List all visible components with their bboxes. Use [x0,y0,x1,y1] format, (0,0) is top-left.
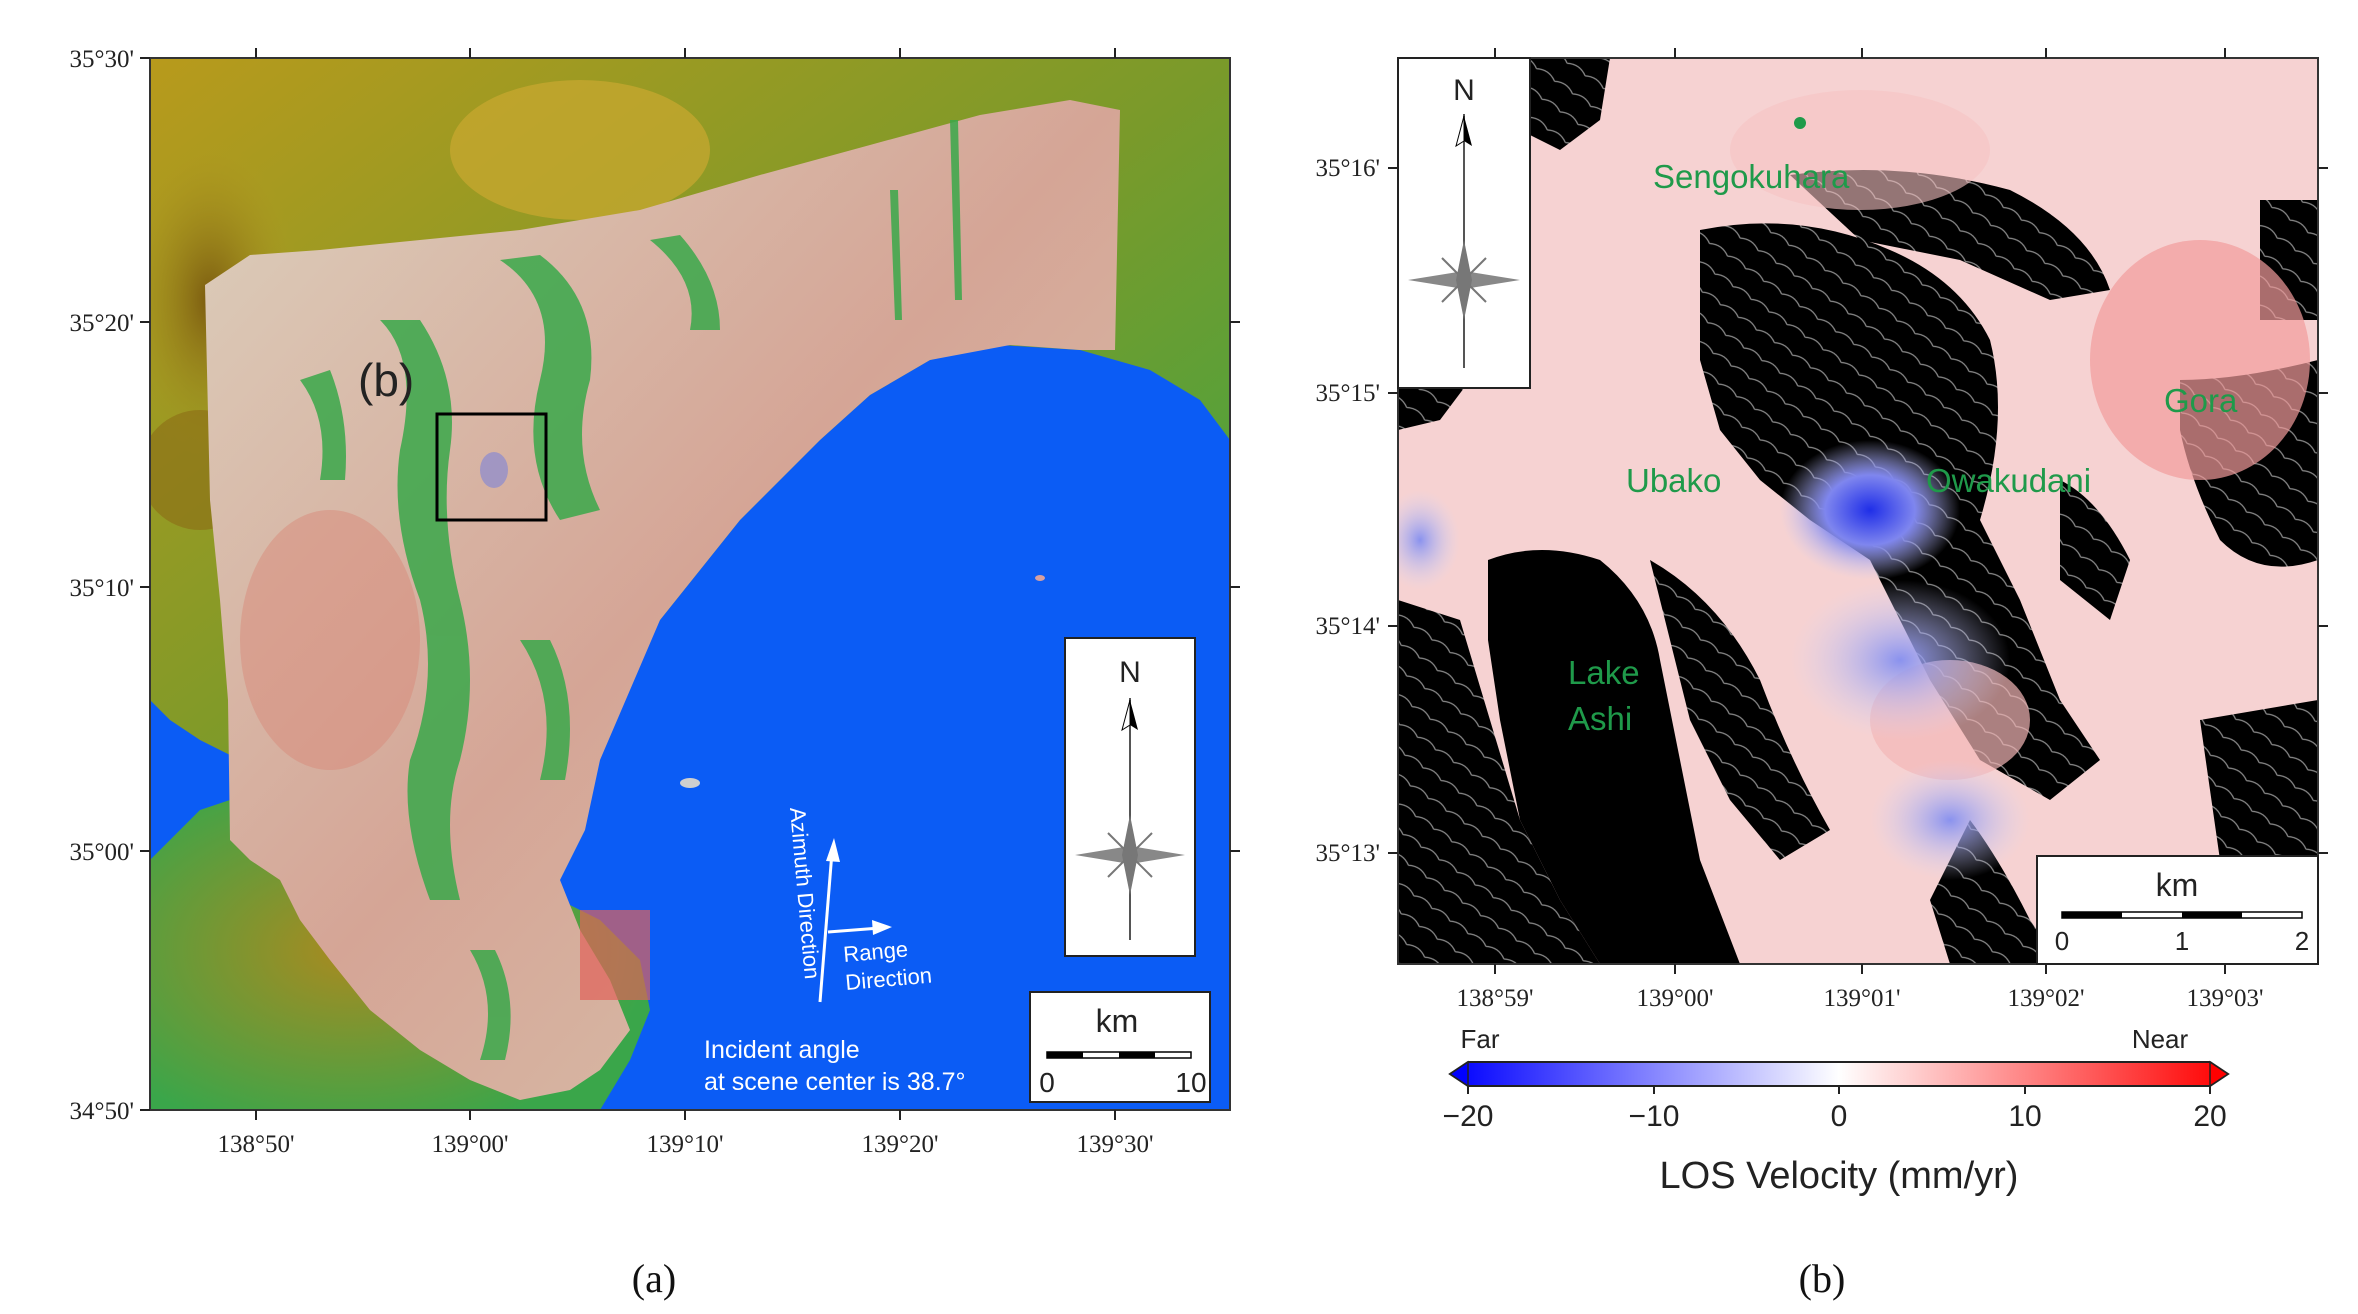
scale-min-a: 0 [1039,1067,1055,1098]
vegetation-patches [300,120,962,1060]
inset-box-b [435,412,548,522]
caption-b: (b) [1799,1256,1846,1301]
colorbar-title: LOS Velocity (mm/yr) [1660,1155,2019,1197]
panel-b-map [1398,58,2318,964]
lon-tick-a: 139°30' [1076,1131,1153,1158]
range-label: Range [842,936,909,967]
colorbar: Far Near −20 −10 0 10 20 LOS Velocity (m… [1443,1024,2230,1197]
incident-angle-label: Incident angle [704,1036,860,1064]
lon-tick-b: 139°01' [1823,985,1900,1012]
place-lake-ashi: Lake [1568,654,1640,691]
colorbar-tick: 0 [1831,1100,1848,1133]
sengokuhara-marker [1794,117,1806,129]
colorbar-tick: −10 [1629,1100,1680,1133]
place-gora: Gora [2164,382,2238,419]
negative-velocity-area [1398,490,1460,590]
lat-tick-a: 34°50' [69,1098,134,1125]
lon-tick-b: 139°03' [2186,985,2263,1012]
negative-velocity-peak [1780,440,1960,580]
lat-tick-b: 35°16' [1315,155,1380,182]
panel-a-lon-axis: 138°50' 139°00' 139°10' 139°20' 139°30' [217,48,1154,1158]
scale-max-a: 10 [1175,1067,1206,1098]
scale-bar-a: km 0 10 [1029,991,1211,1103]
scene-red-area [240,510,420,770]
place-sengokuhara: Sengokuhara [1653,158,1850,195]
lat-tick-a: 35°10' [69,575,134,602]
lon-tick-b: 138°59' [1456,985,1533,1012]
panel-a-map [150,58,1230,1110]
place-owakudani: Owakudani [1926,462,2091,499]
caption-a: (a) [632,1256,676,1301]
north-label-b: N [1453,74,1475,107]
panel-b-lat-axis: 35°16' 35°15' 35°14' 35°13' [1315,155,2328,867]
panel-a-lat-axis: 35°30' 35°20' 35°10' 35°00' 34°50' [69,46,1240,1125]
colorbar-far-label: Far [1461,1024,1500,1054]
lon-tick-a: 139°00' [431,1131,508,1158]
panel-b-frame [1397,57,2319,965]
positive-velocity-area [2090,240,2310,480]
colorbar-min-triangle [1448,1060,1469,1088]
north-label-a: N [1119,656,1141,689]
north-arrow-b: N [1397,57,1531,389]
inset-label: (b) [358,354,414,406]
lon-tick-a: 139°10' [646,1131,723,1158]
scale-tick-b: 0 [2055,926,2069,956]
lat-tick-b: 35°13' [1315,840,1380,867]
scale-unit-a: km [1096,1003,1139,1039]
place-ubako: Ubako [1626,462,1721,499]
lat-tick-a: 35°20' [69,310,134,337]
lat-tick-b: 35°15' [1315,380,1380,407]
scale-bar-b: km 0 1 2 [2036,855,2319,965]
place-lake-ashi: Ashi [1568,700,1632,737]
lon-tick-b: 139°02' [2007,985,2084,1012]
colorbar-strip [1448,1061,2230,1087]
colorbar-tick: −20 [1443,1100,1494,1133]
negative-velocity-area [1870,760,2030,880]
colorbar-tick: 20 [2193,1100,2226,1133]
colorbar-tick: 10 [2008,1100,2041,1133]
panel-a-frame [149,57,1231,1111]
island-small [1035,575,1045,581]
scale-tick-b: 1 [2175,926,2189,956]
panel-b-lon-axis: 138°59' 139°00' 139°01' 139°02' 139°03' [1456,48,2264,1012]
north-arrow-a: N [1064,637,1196,957]
island [680,778,700,788]
lon-tick-b: 139°00' [1636,985,1713,1012]
owakudani-spot [480,452,508,488]
incident-angle-label: at scene center is 38.7° [704,1068,966,1096]
scene-red-area-east [580,910,650,1000]
mountain-ridge [450,80,710,220]
lon-tick-a: 139°20' [861,1131,938,1158]
colorbar-near-label: Near [2132,1024,2189,1054]
scale-tick-b: 2 [2295,926,2309,956]
negative-velocity-area [1790,580,2010,740]
colorbar-max-triangle [2209,1060,2230,1088]
scale-unit-b: km [2156,867,2199,903]
lon-tick-a: 138°50' [217,1131,294,1158]
lat-tick-b: 35°14' [1315,613,1380,640]
lat-tick-a: 35°00' [69,839,134,866]
lat-tick-a: 35°30' [69,46,134,73]
